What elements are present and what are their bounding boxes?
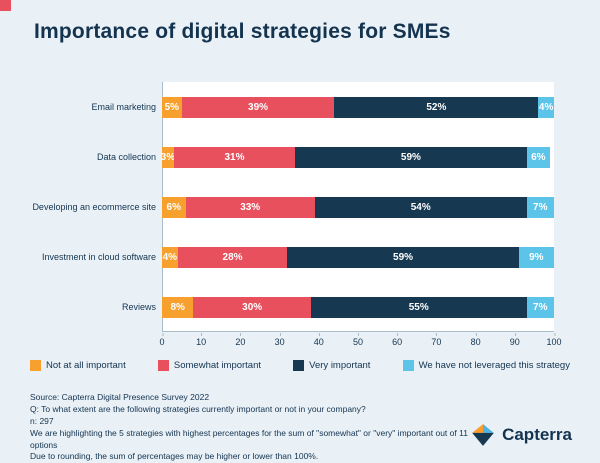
chart-row: Developing an ecommerce site 6% 33% 54% 7% [30,182,554,232]
chart-row: Email marketing 5% 39% 52% 4% [30,82,554,132]
footer-notes: Source: Capterra Digital Presence Survey… [30,392,472,463]
bar-track: 8% 30% 55% 7% [162,296,554,318]
x-axis-ticks: 0 10 20 30 40 50 60 70 80 90 100 [159,333,562,348]
footnote-line: Source: Capterra Digital Presence Survey… [30,392,210,402]
legend-swatch [157,360,169,371]
category-label: Data collection [96,152,156,162]
x-tick-label: 80 [470,333,481,347]
legend-item: Not at all important [30,360,126,371]
legend-label: Somewhat important [173,360,262,371]
category-label: Reviews [121,302,156,312]
bar-segment: 59% [295,146,527,168]
bar-segment: 4% [162,246,178,268]
legend-item: Very important [293,360,370,371]
chart-row: Data collection 3% 31% 59% 6% [30,132,554,182]
bar-segment: 31% [173,146,296,168]
bar-segment: 3% [161,146,175,168]
stacked-bar-chart: Email marketing 5% 39% 52% 4% Data collection… [30,82,554,332]
x-tick-label: 100 [546,333,562,347]
footnote-line: We are highlighting the 5 strategies wit… [30,427,468,450]
corner-accent [0,0,11,11]
bar-segment: 30% [193,296,311,318]
category-label: Investment in cloud software [41,252,156,262]
x-tick-label: 40 [313,333,324,347]
legend: Not at all important Somewhat important Ve… [30,360,570,371]
chart-title: Importance of digital strategies for SME… [34,20,451,43]
legend-swatch [30,360,41,371]
bar-segment: 52% [334,96,539,118]
bar-segment: 7% [526,196,554,218]
footnote-line: Due to rounding, the sum of percentages … [30,451,319,462]
bar-segment: 6% [526,146,551,168]
bar-segment: 33% [185,196,315,218]
bar-segment: 54% [314,196,527,218]
bar-segment: 4% [538,96,554,118]
footnote-line: Q: To what extent are the following stra… [30,403,366,414]
x-tick-label: 70 [431,333,442,347]
x-tick-label: 20 [235,333,246,347]
x-tick-label: 0 [159,333,165,347]
bar-track: 4% 28% 59% 9% [162,246,554,268]
legend-swatch [402,360,414,371]
bar-track: 3% 31% 59% 6% [161,146,554,168]
category-label: Developing an ecommerce site [32,202,156,212]
bar-segment: 28% [177,246,288,268]
legend-swatch [293,360,305,371]
footnote-line: n: 297 [30,415,54,426]
x-tick-label: 30 [274,333,285,347]
legend-item: We have not leveraged this strategy [402,360,570,371]
legend-label: Not at all important [46,360,126,371]
capterra-logo-icon [472,424,494,446]
bar-segment: 6% [162,196,186,218]
bar-segment: 9% [518,246,554,268]
capterra-logo: Capterra [470,422,572,448]
bar-segment: 5% [162,96,182,118]
bar-segment: 8% [162,296,194,318]
x-tick-label: 90 [509,333,520,347]
bar-segment: 55% [310,296,527,318]
x-tick-label: 60 [392,333,403,347]
chart-row: Investment in cloud software 4% 28% 59% 9% [30,232,554,282]
bar-segment: 39% [181,96,335,118]
chart-rows: Email marketing 5% 39% 52% 4% Data collection… [30,82,554,332]
chart-row: Reviews 8% 30% 55% 7% [30,282,554,332]
capterra-logo-text: Capterra [502,425,572,444]
bar-segment: 7% [526,296,554,318]
x-tick-label: 50 [352,333,364,347]
legend-label: Very important [309,360,371,371]
legend-label: We have not leveraged this strategy [418,360,570,371]
legend-item: Somewhat important [157,360,262,371]
category-label: Email marketing [91,102,156,112]
x-tick-label: 10 [196,333,207,347]
bar-track: 5% 39% 52% 4% [162,96,554,118]
bar-segment: 59% [287,246,519,268]
bar-track: 6% 33% 54% 7% [162,196,554,218]
